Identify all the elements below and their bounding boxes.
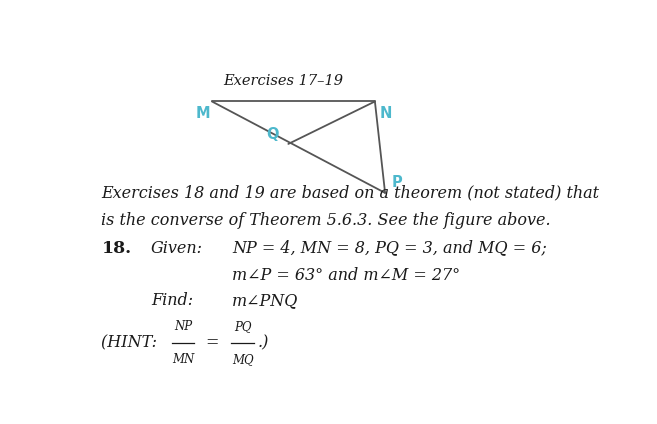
Text: .): .) <box>258 335 269 351</box>
Text: is the converse of Theorem 5.6.3. See the figure above.: is the converse of Theorem 5.6.3. See th… <box>101 212 551 229</box>
Text: MQ: MQ <box>232 353 254 366</box>
Text: NP = 4, MN = 8, PQ = 3, and MQ = 6;: NP = 4, MN = 8, PQ = 3, and MQ = 6; <box>233 240 547 257</box>
Text: NP: NP <box>174 320 192 333</box>
Text: MN: MN <box>172 353 194 366</box>
Text: (HINT:: (HINT: <box>101 335 161 351</box>
Text: =: = <box>205 335 219 351</box>
Text: N: N <box>380 106 392 121</box>
Text: m∠PNQ: m∠PNQ <box>233 292 299 309</box>
Text: M: M <box>196 106 210 121</box>
Text: P: P <box>391 175 402 190</box>
Text: 18.: 18. <box>101 240 131 257</box>
Text: Exercises 17–19: Exercises 17–19 <box>223 75 343 89</box>
Text: PQ: PQ <box>234 320 251 333</box>
Text: m∠P = 63° and m∠M = 27°: m∠P = 63° and m∠M = 27° <box>233 267 461 285</box>
Text: Q: Q <box>267 127 279 142</box>
Text: Given:: Given: <box>151 240 203 257</box>
Text: Exercises 18 and 19 are based on a theorem (not stated) that: Exercises 18 and 19 are based on a theor… <box>101 184 599 201</box>
Text: Find:: Find: <box>151 292 193 309</box>
